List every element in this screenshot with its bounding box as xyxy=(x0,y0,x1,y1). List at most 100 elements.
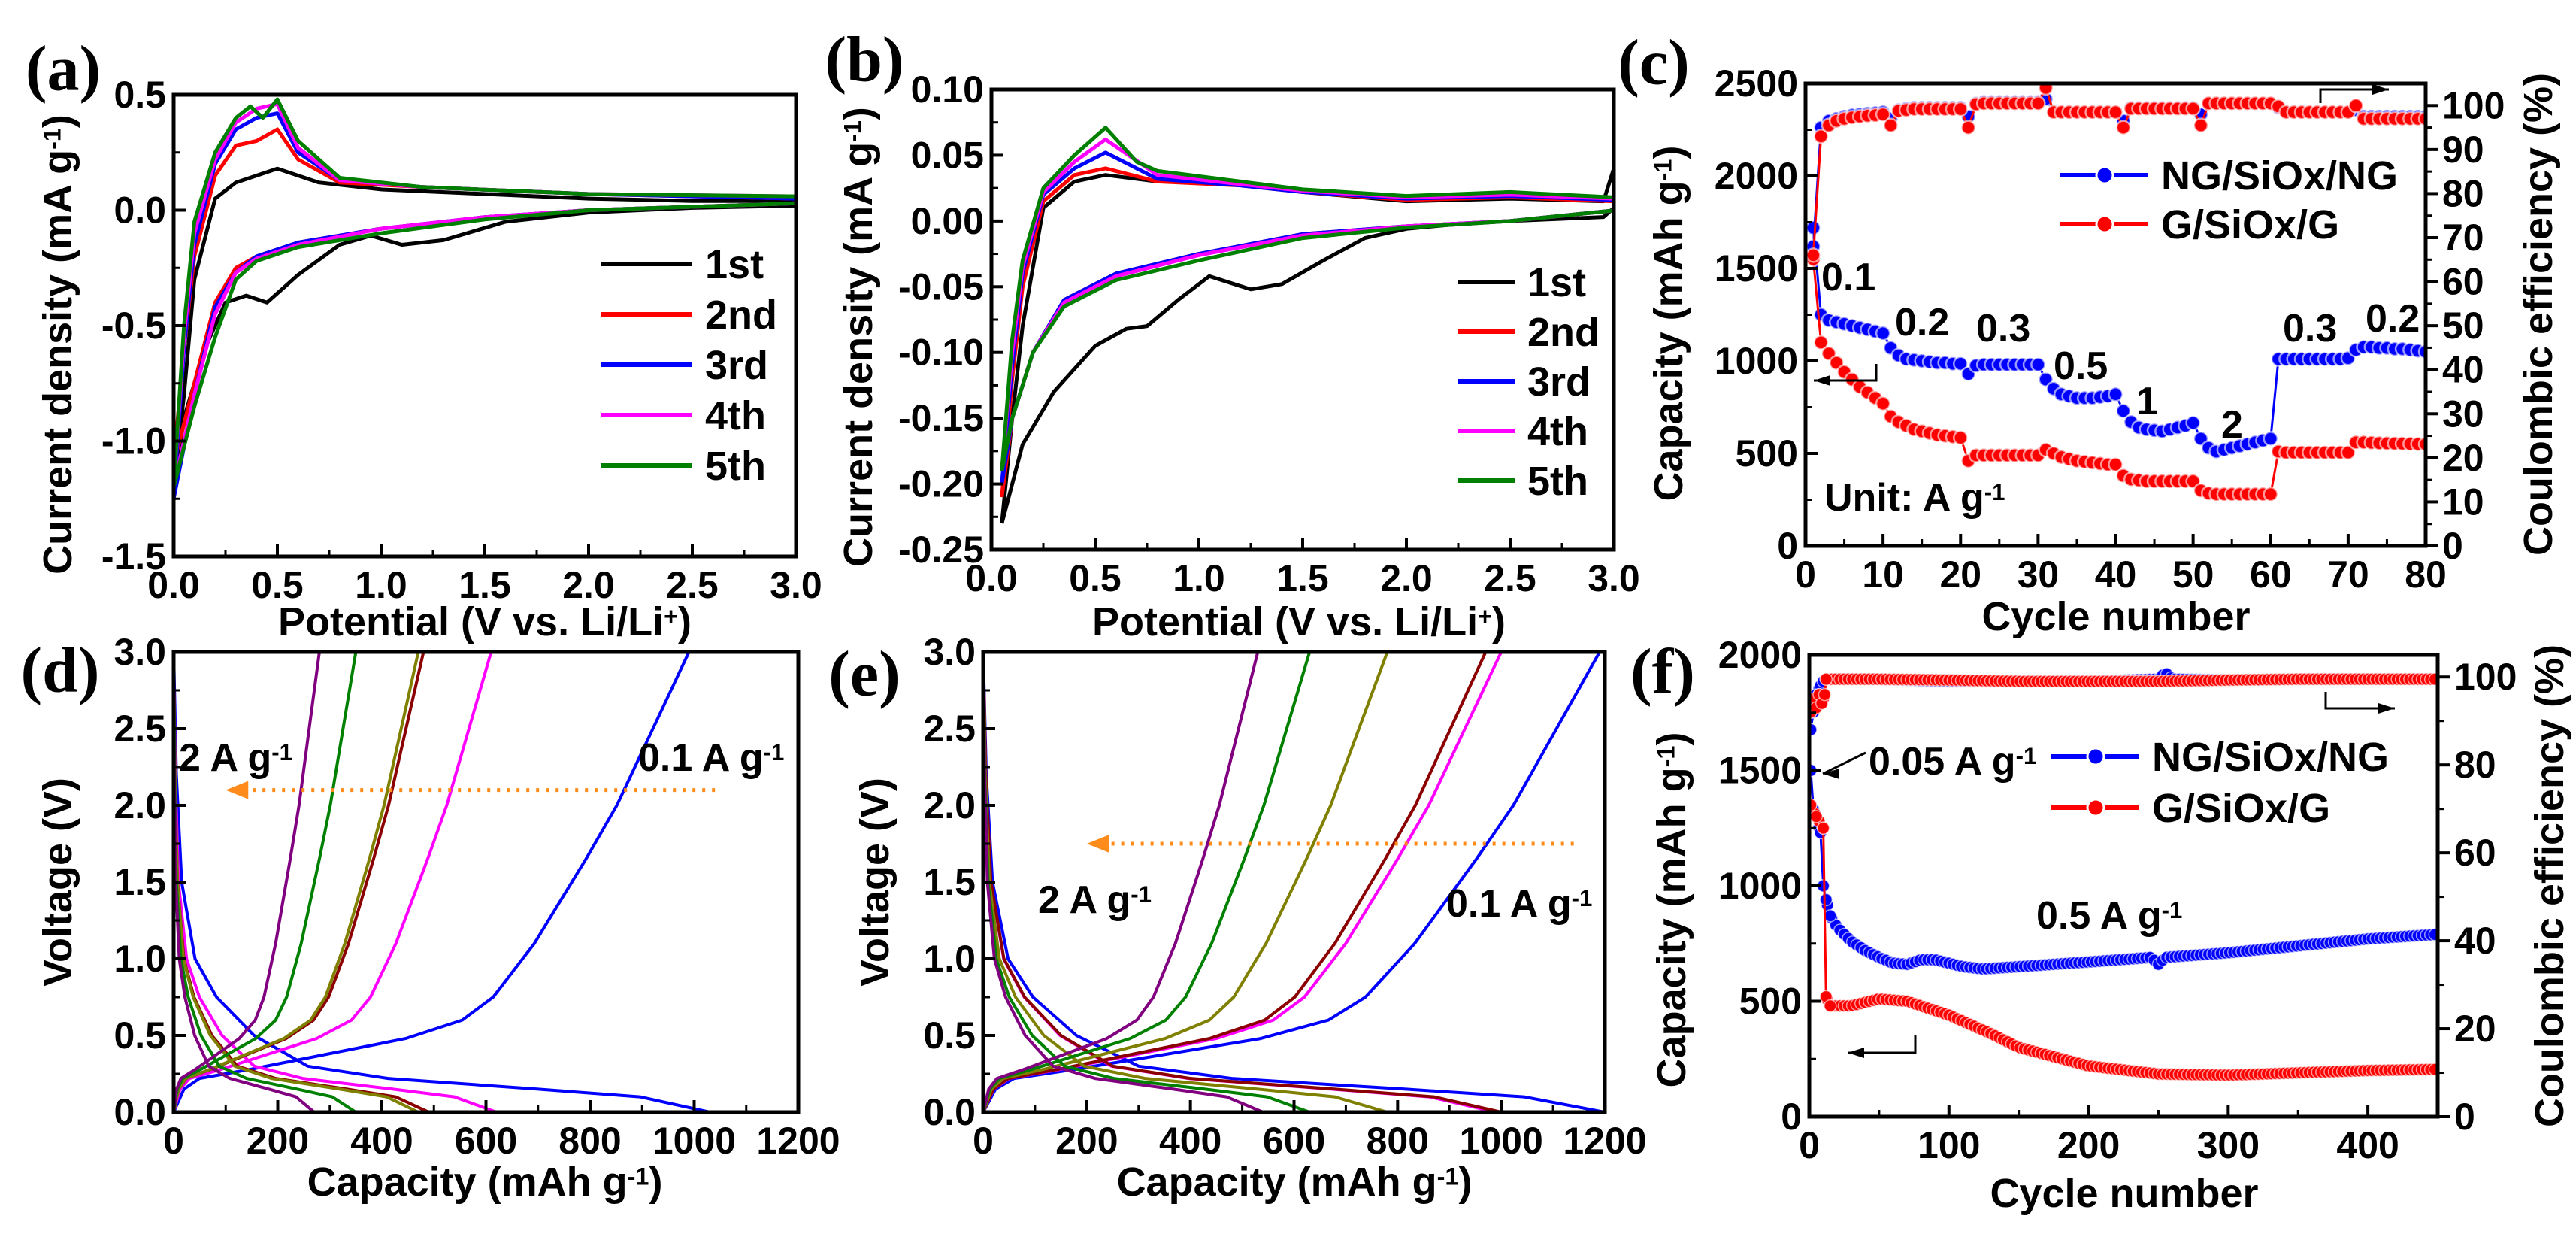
y-tick-label: 2000 xyxy=(1718,634,1802,676)
y2-tick-label: 100 xyxy=(2442,84,2505,126)
rate-annotation: 0.1 A g-1 xyxy=(638,736,784,780)
capacity-marker xyxy=(2263,486,2278,502)
capacity-marker xyxy=(1819,893,1833,907)
x-tick-label: 0.0 xyxy=(147,564,200,606)
y-tick-label: 2.0 xyxy=(114,784,166,826)
x-axis-title-text: Potential (V vs. Li/Li xyxy=(278,599,664,644)
y-tick-label: 2000 xyxy=(1715,155,1798,197)
rate-annotation-text: 0.1 A g xyxy=(1446,882,1572,926)
x-tick-label: 200 xyxy=(1055,1120,1118,1162)
rate-annotation: 0.5 xyxy=(2054,344,2108,388)
ce-marker xyxy=(1813,129,1829,144)
panel-label: (b) xyxy=(825,23,904,96)
panel-e: (e) 0 200 400 600 800 1000 1200 0.0 0.5 1.0 1.5 2.0 2… xyxy=(828,631,1646,1205)
y2-tick-label: 90 xyxy=(2442,129,2484,171)
panel-label: (f) xyxy=(1630,635,1695,708)
capacity-marker xyxy=(1953,356,1969,371)
y-tick-label: -0.20 xyxy=(898,463,984,505)
ce-marker xyxy=(1875,106,1891,123)
y2-tick-label: 40 xyxy=(2442,349,2484,391)
y2-tick-label: 80 xyxy=(2454,744,2496,786)
y-axis-title: Capacity (mAh g-1) xyxy=(1646,146,1691,502)
plot-frame xyxy=(171,92,798,559)
y-tick-label: -0.5 xyxy=(101,305,166,347)
legend-label: 1st xyxy=(1527,260,1586,305)
y-axis-title-text-end: ) xyxy=(35,114,80,128)
x-axis-title: Capacity (mAh g-1) xyxy=(1117,1160,1473,1205)
ce-marker xyxy=(2030,96,2046,111)
y2-tick-label: 20 xyxy=(2454,1008,2496,1050)
x-axis-title-text: Cycle number xyxy=(1981,594,2250,639)
capacity-marker xyxy=(2108,387,2123,402)
plot-area xyxy=(983,652,1605,1112)
x-tick-label: 1.5 xyxy=(459,564,511,606)
x-axis-title-text: Capacity (mAh g xyxy=(1117,1160,1437,1205)
legend-label: 5th xyxy=(1527,459,1588,504)
x-axis-title-text: Potential (V vs. Li/Li xyxy=(1092,599,1478,644)
y2-tick-label: 20 xyxy=(2442,437,2484,479)
x-axis-title-text: Capacity (mAh g xyxy=(307,1160,628,1205)
plot-frame xyxy=(1807,653,2440,1119)
x-tick-label: 100 xyxy=(1918,1124,1980,1166)
plot-frame xyxy=(1803,81,2428,548)
capacity-marker xyxy=(2340,444,2357,461)
x-axis-title-superscript: + xyxy=(1478,602,1492,629)
y-axis-title-superscript: -1 xyxy=(1649,159,1676,181)
y-axis-title-superscript: -1 xyxy=(38,128,65,150)
ce-marker xyxy=(2108,104,2123,120)
x-tick-label: 50 xyxy=(2172,553,2214,596)
y2-tick-label: 60 xyxy=(2442,261,2484,303)
y-tick-label: 0.0 xyxy=(114,1091,166,1133)
capacity-marker xyxy=(1809,810,1824,823)
x-axis-title: Cycle number xyxy=(1981,594,2250,639)
x-tick-label: 70 xyxy=(2327,553,2369,596)
y-tick-label: 0.00 xyxy=(911,200,984,242)
y2-tick-label: 0 xyxy=(2454,1096,2475,1138)
cv-curve-2nd xyxy=(174,127,796,465)
legend-marker xyxy=(2086,798,2105,817)
x-tick-label: 1.0 xyxy=(1173,557,1225,599)
ce-marker xyxy=(1883,117,1899,133)
x-tick-label: 800 xyxy=(558,1120,621,1162)
y-tick-label: 1.0 xyxy=(923,938,976,980)
y-tick-label: 0 xyxy=(1781,1096,1802,1138)
x-tick-label: 300 xyxy=(2197,1124,2260,1166)
capacity-marker xyxy=(1824,909,1837,923)
cv-curve-2nd xyxy=(1000,166,1614,498)
capacity-marker xyxy=(2263,431,2278,447)
y-tick-label: 3.0 xyxy=(923,631,976,673)
x-tick-label: 400 xyxy=(2336,1124,2399,1166)
x-tick-label: 400 xyxy=(350,1120,413,1162)
x-tick-label: 400 xyxy=(1159,1120,1221,1162)
capacity-marker xyxy=(1875,325,1891,341)
plot-area xyxy=(1000,126,1614,524)
y-tick-label: 2.0 xyxy=(923,784,976,826)
rate-annotation: 0.5 A g-1 xyxy=(2036,894,2182,938)
capacity-marker xyxy=(2428,927,2438,941)
ce-axis-pointer xyxy=(2324,692,2395,710)
y-tick-label: -0.05 xyxy=(898,265,984,308)
legend-label: 5th xyxy=(705,444,766,489)
x-tick-label: 0 xyxy=(973,1120,994,1162)
y-tick-label: 2.5 xyxy=(923,708,976,750)
panel-label: (d) xyxy=(20,634,99,706)
charge-curve-0.2-A-g xyxy=(174,652,493,1112)
ce-marker xyxy=(2347,98,2364,114)
y-axis-title-text: Current density (mA g xyxy=(35,150,80,575)
x-tick-label: 2.0 xyxy=(562,564,615,606)
y2-tick-label: 80 xyxy=(2442,172,2484,214)
x-tick-label: 0.5 xyxy=(251,564,304,606)
rate-annotation: 0.2 xyxy=(1895,301,1949,344)
arrow-head-icon xyxy=(1848,1048,1864,1058)
ce-marker xyxy=(2115,120,2132,135)
x-tick-label: 2.5 xyxy=(666,564,719,606)
ce-marker xyxy=(1960,120,1976,135)
x-axis-title-text-end: ) xyxy=(678,599,692,644)
cv-curve-5th xyxy=(1000,126,1614,471)
arrow-head-icon xyxy=(2372,84,2389,95)
y-tick-label: 0.5 xyxy=(923,1014,976,1057)
x-tick-label: 1000 xyxy=(1460,1120,1543,1162)
x-tick-label: 80 xyxy=(2405,553,2447,596)
y2-tick-label: 0 xyxy=(2442,525,2463,567)
